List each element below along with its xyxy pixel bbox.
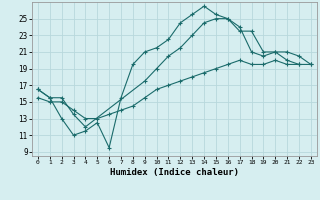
X-axis label: Humidex (Indice chaleur): Humidex (Indice chaleur) xyxy=(110,168,239,177)
